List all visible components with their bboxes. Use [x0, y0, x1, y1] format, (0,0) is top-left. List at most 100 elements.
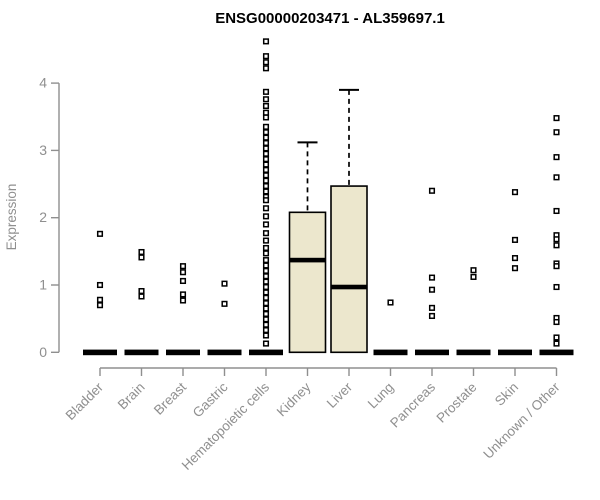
- x-tick-label: Skin: [492, 380, 521, 409]
- y-tick-label: 0: [39, 344, 47, 360]
- outlier-point: [262, 109, 270, 116]
- zero-median-bar: [249, 349, 283, 356]
- outlier-point: [262, 310, 270, 317]
- x-tick-label: Liver: [324, 379, 356, 411]
- outlier-point: [262, 183, 270, 190]
- outlier-point: [262, 340, 270, 347]
- point-layer: [96, 38, 560, 347]
- x-tick-label: Lung: [365, 380, 397, 412]
- outlier-point: [553, 129, 560, 136]
- y-tick-label: 2: [39, 209, 47, 225]
- x-tick-label: Gastric: [190, 379, 231, 420]
- outlier-point: [262, 278, 270, 285]
- outlier-point: [96, 296, 104, 303]
- outlier-point: [262, 177, 270, 184]
- outlier-point: [262, 283, 270, 291]
- x-tick-label: Kidney: [274, 379, 314, 419]
- outlier-point: [262, 161, 270, 168]
- y-axis-label: Expression: [4, 184, 19, 251]
- box-layer: [83, 88, 574, 356]
- median-line: [331, 284, 367, 290]
- outlier-point: [262, 65, 270, 72]
- outlier-point: [387, 299, 394, 306]
- outlier-point: [262, 327, 270, 334]
- outlier-point: [262, 102, 270, 110]
- outlier-point: [179, 297, 187, 304]
- outlier-point: [179, 269, 187, 276]
- outlier-point: [262, 305, 270, 312]
- outlier-point: [221, 280, 228, 287]
- outlier-point: [262, 139, 270, 147]
- outlier-point: [262, 172, 270, 179]
- y-tick-label: 4: [39, 75, 47, 91]
- outlier-point: [262, 156, 270, 163]
- outlier-point: [428, 304, 436, 311]
- outlier-point: [96, 230, 104, 237]
- outlier-point: [262, 38, 270, 45]
- outlier-point: [262, 59, 270, 66]
- zero-median-bar: [539, 349, 574, 356]
- x-tick-label: Brain: [115, 380, 148, 413]
- x-tick-label: Unknown / Other: [480, 379, 563, 462]
- outlier-point: [221, 300, 228, 307]
- outlier-point: [262, 316, 270, 323]
- outlier-point: [179, 263, 187, 270]
- outlier-point: [179, 291, 187, 298]
- x-tick-label: Bladder: [63, 379, 107, 423]
- outlier-point: [553, 334, 560, 341]
- outlier-point: [96, 302, 104, 309]
- outlier-point: [262, 129, 270, 136]
- outlier-point: [511, 265, 519, 272]
- zero-median-bar: [207, 349, 242, 356]
- outlier-point: [138, 248, 145, 256]
- outlier-point: [262, 300, 270, 307]
- outlier-point: [262, 237, 270, 244]
- outlier-point: [262, 53, 270, 60]
- outlier-point: [553, 207, 560, 215]
- outlier-point: [470, 273, 477, 280]
- zero-median-bar: [456, 349, 491, 356]
- outlier-point: [553, 174, 560, 181]
- outlier-point: [262, 257, 270, 264]
- y-tick-label: 1: [39, 277, 47, 293]
- outlier-point: [262, 332, 270, 339]
- outlier-point: [553, 236, 560, 243]
- outlier-point: [262, 150, 270, 157]
- outlier-point: [553, 340, 560, 347]
- outlier-point: [262, 262, 270, 269]
- zero-median-bar: [124, 349, 159, 356]
- x-tick-label: Pancreas: [387, 379, 438, 430]
- outlier-point: [553, 242, 560, 249]
- outlier-point: [553, 154, 560, 161]
- outlier-point: [262, 114, 270, 121]
- zero-median-bar: [415, 349, 449, 356]
- outlier-point: [96, 281, 104, 289]
- outlier-point: [470, 267, 477, 274]
- outlier-point: [262, 88, 270, 95]
- x-tick-label: Breast: [151, 379, 189, 417]
- outlier-point: [262, 289, 270, 296]
- outlier-point: [262, 166, 270, 173]
- outlier-point: [138, 293, 145, 300]
- outlier-point: [511, 236, 519, 243]
- median-line: [289, 257, 326, 263]
- outlier-point: [262, 250, 270, 257]
- outlier-point: [262, 294, 270, 301]
- outlier-point: [553, 318, 560, 326]
- outlier-point: [262, 213, 270, 220]
- outlier-point: [262, 205, 270, 212]
- outlier-point: [428, 286, 436, 293]
- outlier-point: [262, 321, 270, 328]
- outlier-point: [262, 221, 270, 228]
- outlier-point: [262, 145, 270, 152]
- zero-median-bar: [83, 349, 117, 356]
- outlier-point: [262, 244, 270, 252]
- chart-title: ENSG00000203471 - AL359697.1: [215, 10, 445, 27]
- outlier-point: [262, 134, 270, 141]
- outlier-point: [553, 283, 560, 291]
- outlier-point: [262, 188, 270, 195]
- outlier-point: [511, 255, 519, 262]
- zero-median-bar: [373, 349, 408, 356]
